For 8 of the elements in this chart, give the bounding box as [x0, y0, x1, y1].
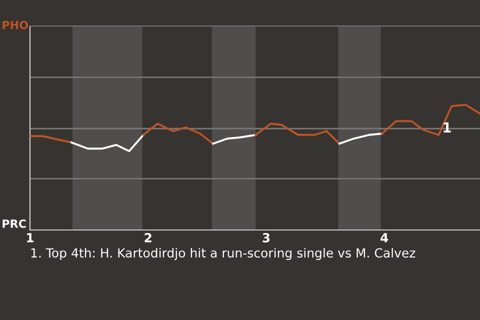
annotation: 1: [444, 122, 451, 132]
x-tick-label: 1: [27, 233, 34, 242]
text: PRC: [2, 219, 26, 228]
x-tick-label: 4: [380, 233, 388, 242]
text: PHO: [2, 20, 28, 30]
x-tick-label: 3: [262, 233, 270, 242]
text: 1. Top 4th: H. Kartodirdjo hit a run-scoring single vs M. Calvez: [31, 248, 416, 260]
x-tick-label: 2: [144, 233, 152, 242]
